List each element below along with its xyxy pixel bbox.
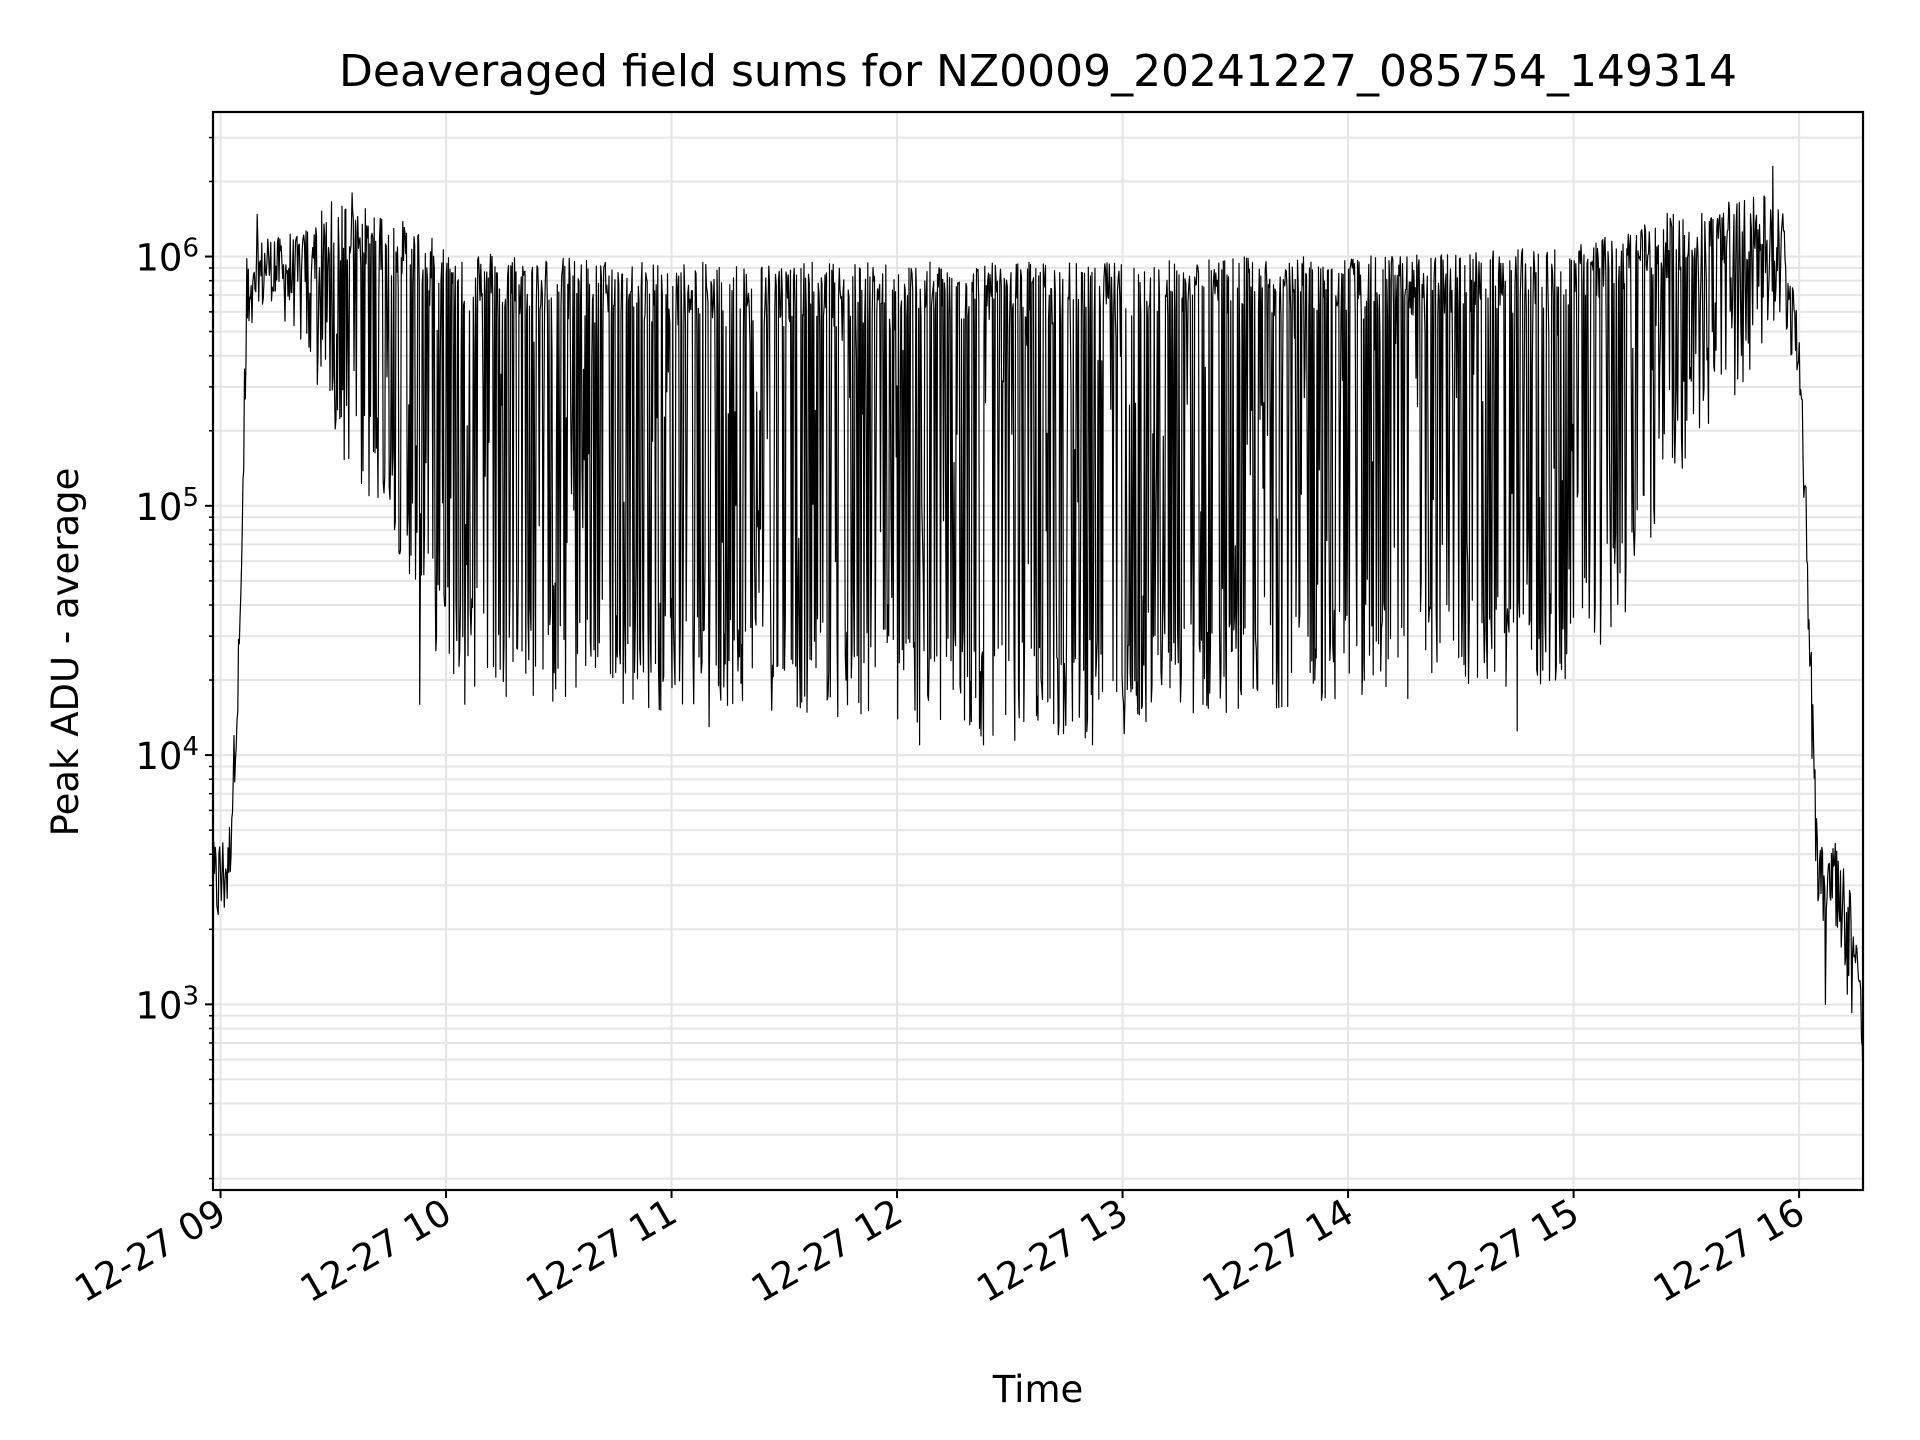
x-axis-label: Time [992, 1368, 1084, 1411]
chart-title: Deaveraged field sums for NZ0009_2024122… [339, 46, 1737, 97]
y-tick-exponent: 6 [182, 234, 199, 264]
y-tick-exponent: 4 [182, 732, 199, 762]
y-tick-exponent: 3 [182, 981, 199, 1011]
y-axis-label: Peak ADU - average [44, 468, 87, 837]
plot-area [212, 165, 1864, 1086]
data-series-line [212, 165, 1864, 1086]
axes-frame [211, 110, 1865, 1192]
y-tick-exponent: 5 [182, 483, 199, 513]
